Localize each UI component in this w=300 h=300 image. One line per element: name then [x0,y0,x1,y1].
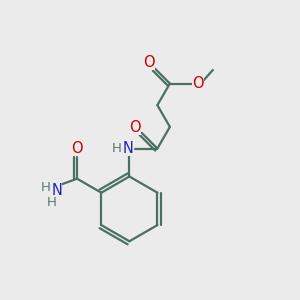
Text: H: H [40,181,50,194]
Text: O: O [71,141,82,156]
Text: O: O [192,76,204,91]
Text: N: N [51,183,62,198]
Text: N: N [122,141,134,156]
Text: O: O [130,119,141,134]
Text: H: H [46,196,56,209]
Text: O: O [143,55,155,70]
Text: H: H [112,142,122,155]
